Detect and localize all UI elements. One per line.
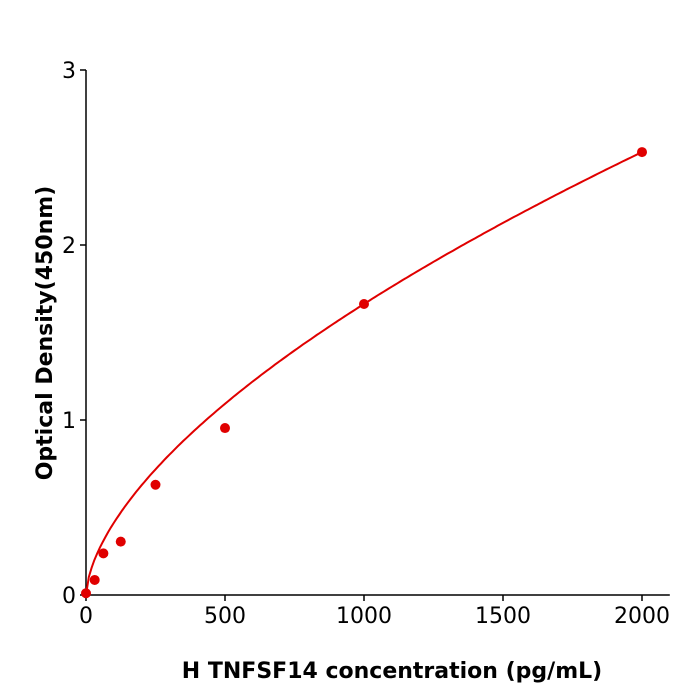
data-point — [220, 423, 230, 434]
data-point — [115, 536, 126, 547]
x-tick-label: 1000 — [336, 604, 392, 629]
data-point — [81, 588, 91, 599]
data-point — [637, 147, 647, 158]
x-axis-title: H TNFSF14 concentration (pg/mL) — [182, 659, 602, 684]
data-point — [98, 548, 109, 559]
fit-curve-group — [85, 151, 643, 596]
x-tick-label: 500 — [204, 604, 246, 629]
y-tick-label: 1 — [62, 409, 76, 434]
y-axis-title: Optical Density(450nm) — [33, 186, 58, 481]
x-tick-label: 1500 — [475, 604, 531, 629]
x-tick-label: 0 — [79, 604, 93, 629]
data-point — [89, 574, 100, 585]
x-tick-label: 2000 — [614, 604, 670, 629]
y-tick-label: 0 — [62, 584, 76, 609]
data-points — [81, 147, 647, 599]
data-point — [150, 479, 161, 490]
axes: 0 500 1000 1500 2000 0 1 2 3 — [62, 59, 670, 629]
data-point — [359, 298, 369, 309]
y-tick-label: 3 — [62, 59, 76, 84]
fit-curve — [85, 151, 643, 596]
y-tick-label: 2 — [62, 234, 76, 259]
